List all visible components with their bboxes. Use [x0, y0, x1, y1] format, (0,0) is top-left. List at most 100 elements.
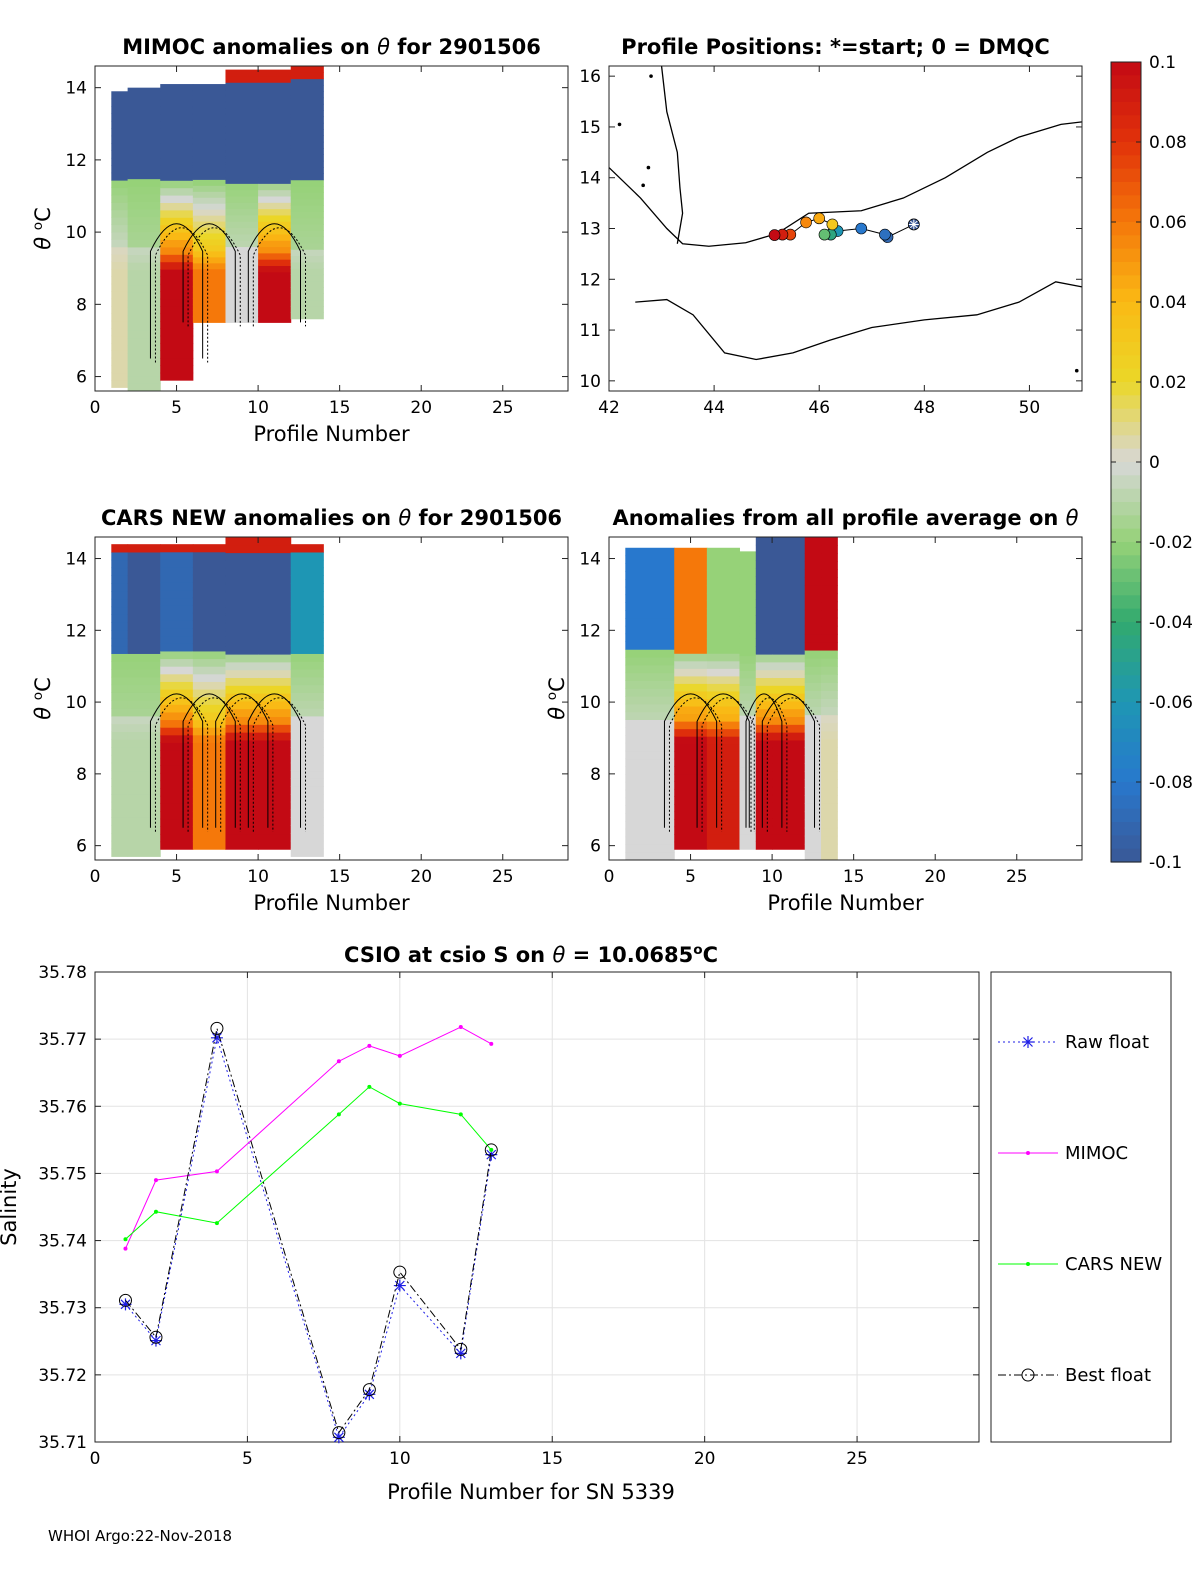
- heat-cell: [192, 757, 226, 766]
- heat-cell: [192, 719, 226, 728]
- heat-cell: [111, 246, 129, 255]
- heat-cell: [111, 150, 129, 159]
- heat-cell: [804, 577, 822, 586]
- heat-cell: [258, 151, 292, 159]
- heat-cell: [258, 552, 292, 561]
- heat-cell: [674, 713, 708, 722]
- heat-cell: [804, 682, 822, 691]
- heat-cell: [225, 537, 259, 546]
- y-tick-label: 6: [76, 837, 87, 857]
- heat-cell: [111, 91, 129, 100]
- colorbar-tick-label: 0.04: [1149, 293, 1187, 313]
- heat-cell: [290, 817, 324, 826]
- heat-cell: [111, 669, 129, 678]
- heat-cell: [804, 553, 822, 562]
- contour-line: [182, 693, 236, 828]
- heat-cell: [225, 669, 259, 679]
- heat-cell: [127, 246, 161, 255]
- heat-cell: [160, 269, 194, 278]
- heat-cell: [192, 161, 226, 168]
- heat-cell: [192, 304, 226, 311]
- heat-cell: [160, 696, 194, 705]
- heat-cell: [225, 630, 259, 639]
- heat-cell: [290, 129, 324, 137]
- heat-cell: [192, 589, 226, 599]
- heat-cell: [127, 809, 161, 818]
- heat-cell: [772, 716, 806, 725]
- heat-cell: [111, 365, 129, 374]
- heat-cell: [127, 840, 161, 850]
- heat-cell: [160, 803, 194, 812]
- panel-title: CSIO at csio S on θ = 10.0685oC: [344, 942, 718, 967]
- heat-cell: [160, 681, 194, 690]
- heat-cell: [772, 654, 806, 663]
- colorbar-band: [1111, 408, 1141, 423]
- heat-cell: [111, 637, 129, 647]
- heat-cell: [160, 589, 194, 599]
- heat-cell: [192, 173, 226, 180]
- heat-cell: [127, 747, 161, 756]
- heat-cell: [225, 833, 259, 842]
- heat-cell: [258, 189, 292, 197]
- heat-cell: [225, 101, 259, 109]
- heat-cell: [290, 575, 324, 584]
- heat-cell: [160, 365, 194, 374]
- heat-cell: [127, 307, 161, 316]
- heat-cell: [192, 292, 226, 300]
- heat-cell: [821, 730, 838, 740]
- best-float-marker: [484, 1143, 498, 1157]
- heat-cell: [290, 268, 324, 276]
- heat-cell: [160, 689, 194, 698]
- heat-cell: [225, 82, 259, 90]
- heat-cell: [111, 224, 129, 233]
- heat-cell: [160, 135, 194, 144]
- heat-cell: [225, 221, 259, 229]
- x-tick-label: 0: [604, 867, 615, 887]
- heat-cell: [160, 582, 194, 591]
- heat-cell: [111, 342, 129, 351]
- heat-cell: [192, 209, 226, 216]
- heat-cell: [772, 685, 806, 694]
- colorbar-tick-label: -0.1: [1149, 853, 1182, 873]
- heat-cell: [127, 300, 161, 309]
- best-float-marker: [149, 1330, 163, 1344]
- heat-cell: [258, 145, 292, 153]
- heat-cell: [160, 734, 194, 743]
- heat-cell: [706, 736, 740, 745]
- colorbar-band: [1111, 568, 1141, 583]
- title-part: θ: [545, 707, 569, 720]
- y-tick-label: 11: [579, 321, 601, 341]
- coastline-south: [635, 281, 1083, 361]
- x-tick-label: 20: [694, 1449, 716, 1469]
- heat-cell: [821, 706, 838, 716]
- heat-cell: [160, 335, 194, 344]
- raw-float-marker: [454, 1347, 467, 1360]
- heat-cell: [160, 658, 194, 667]
- heat-cell: [225, 265, 259, 273]
- heat-cell: [192, 155, 226, 163]
- heat-cell: [625, 813, 675, 822]
- heat-cell: [804, 730, 822, 740]
- colorbar-band: [1111, 342, 1141, 356]
- heat-cell: [674, 698, 708, 707]
- heat-cell: [755, 630, 773, 639]
- heat-cell: [625, 571, 675, 580]
- colorbar-band: [1111, 702, 1141, 716]
- colorbar-band: [1111, 368, 1141, 383]
- heat-cell: [755, 724, 773, 733]
- heat-cell: [127, 708, 161, 717]
- heat-cell: [127, 762, 161, 772]
- heat-cell: [160, 283, 194, 292]
- title-part: [31, 230, 55, 237]
- axes-border: [94, 536, 569, 861]
- x-tick-label: 5: [242, 1449, 253, 1469]
- heat-cell: [111, 793, 129, 803]
- heat-cell: [258, 732, 292, 741]
- island-dot: [1074, 368, 1079, 373]
- heat-cell: [111, 328, 129, 337]
- heat-cell: [674, 653, 708, 662]
- heat-cell: [127, 684, 161, 693]
- heat-cell: [755, 755, 773, 764]
- colorbar-band: [1111, 355, 1141, 370]
- heat-cell: [258, 316, 292, 323]
